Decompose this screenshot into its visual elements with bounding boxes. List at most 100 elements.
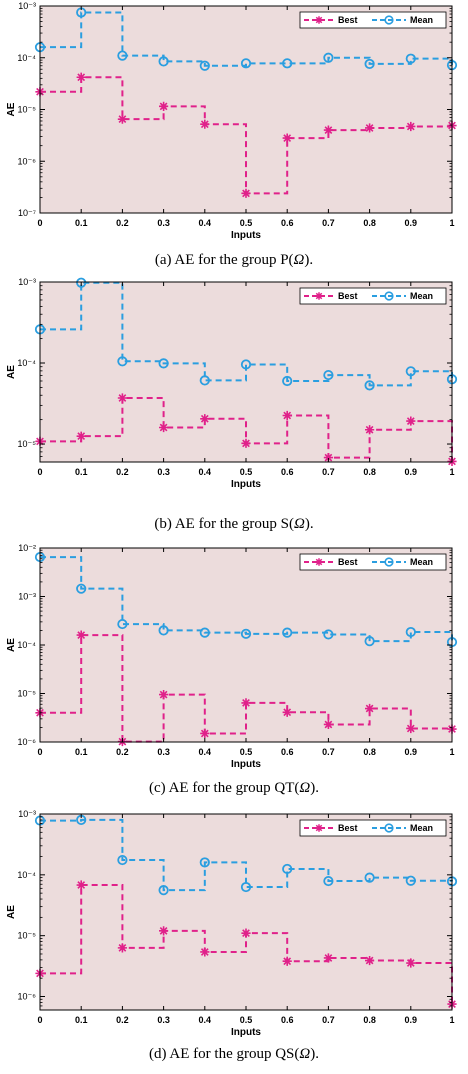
x-tick-label: 0.4 [199,467,212,477]
data-point-best [200,414,210,424]
x-tick-label: 0.4 [199,1015,212,1025]
y-tick-label: 10⁻³ [18,592,36,602]
y-tick-label: 10⁻⁴ [17,53,36,63]
plot-area [40,6,452,213]
data-point-best [323,125,333,135]
data-point-best [117,114,127,124]
data-point-best [241,438,251,448]
data-point-best [200,947,210,957]
chart-ae-qs: 0 0.1 0.2 0.3 0.4 0.5 0.6 0.7 0.8 0.9 1 10⁻⁶ 10⁻⁵ 10⁻… [6,809,458,1038]
x-tick-label: 0.5 [240,467,253,477]
data-point-best [365,703,375,714]
x-tick-label: 0.4 [199,218,212,228]
data-point-best [117,943,127,953]
series-line-best [40,634,453,743]
series-line-mean [40,281,453,387]
data-point-mean [405,626,416,638]
y-tick-label: 10⁻⁷ [18,208,36,218]
data-point-best [241,928,251,938]
data-point-mean [76,583,87,594]
data-point-mean [282,627,293,638]
data-point-mean [323,52,334,63]
legend-mean-marker [384,557,394,567]
data-point-mean [240,58,252,69]
data-point-best [282,956,292,966]
data-point-best [241,698,251,708]
x-tick-label: 0 [37,747,42,757]
x-tick-label: 0.1 [75,747,88,757]
data-point-best [159,101,169,111]
y-tick-label: 10⁻⁴ [17,358,36,368]
legend-mean-label: Mean [410,557,433,567]
x-tick-label: 0.6 [281,747,294,757]
y-tick-label: 10⁻⁵ [18,689,37,699]
legend-best-label: Best [338,15,358,25]
y-tick-label: 10⁻⁴ [17,870,36,880]
chart-ae-qt: 0 0.1 0.2 0.3 0.4 0.5 0.6 0.7 0.8 0.9 1 10⁻⁶ 10⁻⁵ 10⁻… [6,543,458,770]
data-point-best [282,410,292,421]
data-point-mean [364,872,375,883]
x-tick-label: 0.8 [363,1015,376,1025]
data-point-best [159,926,169,936]
x-axis-label: Inputs [231,230,261,241]
chart-ae-s: 0 0.1 0.2 0.3 0.4 0.5 0.6 0.7 0.8 0.9 1 10⁻⁵ 10⁻⁴ 10⁻… [6,277,458,490]
x-axis-label: Inputs [231,759,261,770]
data-point-mean [158,885,169,896]
data-point-mean [323,875,334,887]
legend-mean-marker [384,15,394,25]
data-point-best [365,425,375,435]
y-tick-label: 10⁻⁵ [18,931,37,941]
x-tick-label: 0.6 [281,218,294,228]
x-tick-label: 0.5 [240,1015,253,1025]
series-line-mean [40,556,453,643]
x-tick-label: 0.3 [157,467,170,477]
x-axis-label: Inputs [231,1027,261,1038]
data-point-mean [323,629,334,640]
y-tick-label: 10⁻⁶ [18,156,37,166]
data-point-best [323,719,333,730]
data-point-mean [364,380,375,391]
data-point-mean [323,369,334,381]
series-line-mean [40,818,453,892]
legend-best-marker [315,558,323,566]
caption-d: (d) AE for the group QS(Ω). [0,1046,468,1063]
x-tick-label: 0.7 [322,747,335,757]
x-tick-label: 0.1 [75,218,88,228]
data-point-best [76,72,86,82]
x-tick-label: 0 [37,1015,42,1025]
caption-a-symbol: Ω [293,252,305,268]
data-point-mean [240,881,252,893]
caption-b-prefix: (b) AE for the group S( [154,516,294,532]
x-tick-label: 0.9 [405,1015,418,1025]
data-point-best [282,707,292,717]
data-point-best [323,452,333,463]
x-tick-label: 0.2 [116,1015,129,1025]
y-axis-label: AE [6,102,17,116]
data-point-mean [282,863,293,875]
caption-d-suffix: ). [310,1046,319,1062]
legend-mean-label: Mean [410,291,433,301]
x-tick-label: 0 [37,218,42,228]
x-tick-label: 0.1 [75,1015,88,1025]
data-point-best [76,431,86,441]
data-point-mean [405,53,416,64]
caption-c: (c) AE for the group QT(Ω). [0,780,468,797]
y-axis-label: AE [6,638,17,652]
x-tick-label: 0.2 [116,747,129,757]
x-tick-label: 0.3 [157,1015,170,1025]
data-point-mean [117,356,128,367]
legend-mean-marker [384,823,394,833]
caption-b-suffix: ). [304,516,314,532]
data-point-mean [405,875,416,886]
data-point-mean [117,618,128,630]
data-point-best [159,422,169,433]
plot-area [40,814,452,1010]
legend-best-marker [315,16,323,24]
data-point-mean [199,60,210,71]
x-tick-label: 1 [449,747,454,757]
data-point-best [200,728,210,739]
x-tick-label: 0.7 [322,467,335,477]
x-tick-label: 0.8 [363,218,376,228]
x-tick-label: 0.7 [322,218,335,228]
data-point-best [365,123,375,133]
